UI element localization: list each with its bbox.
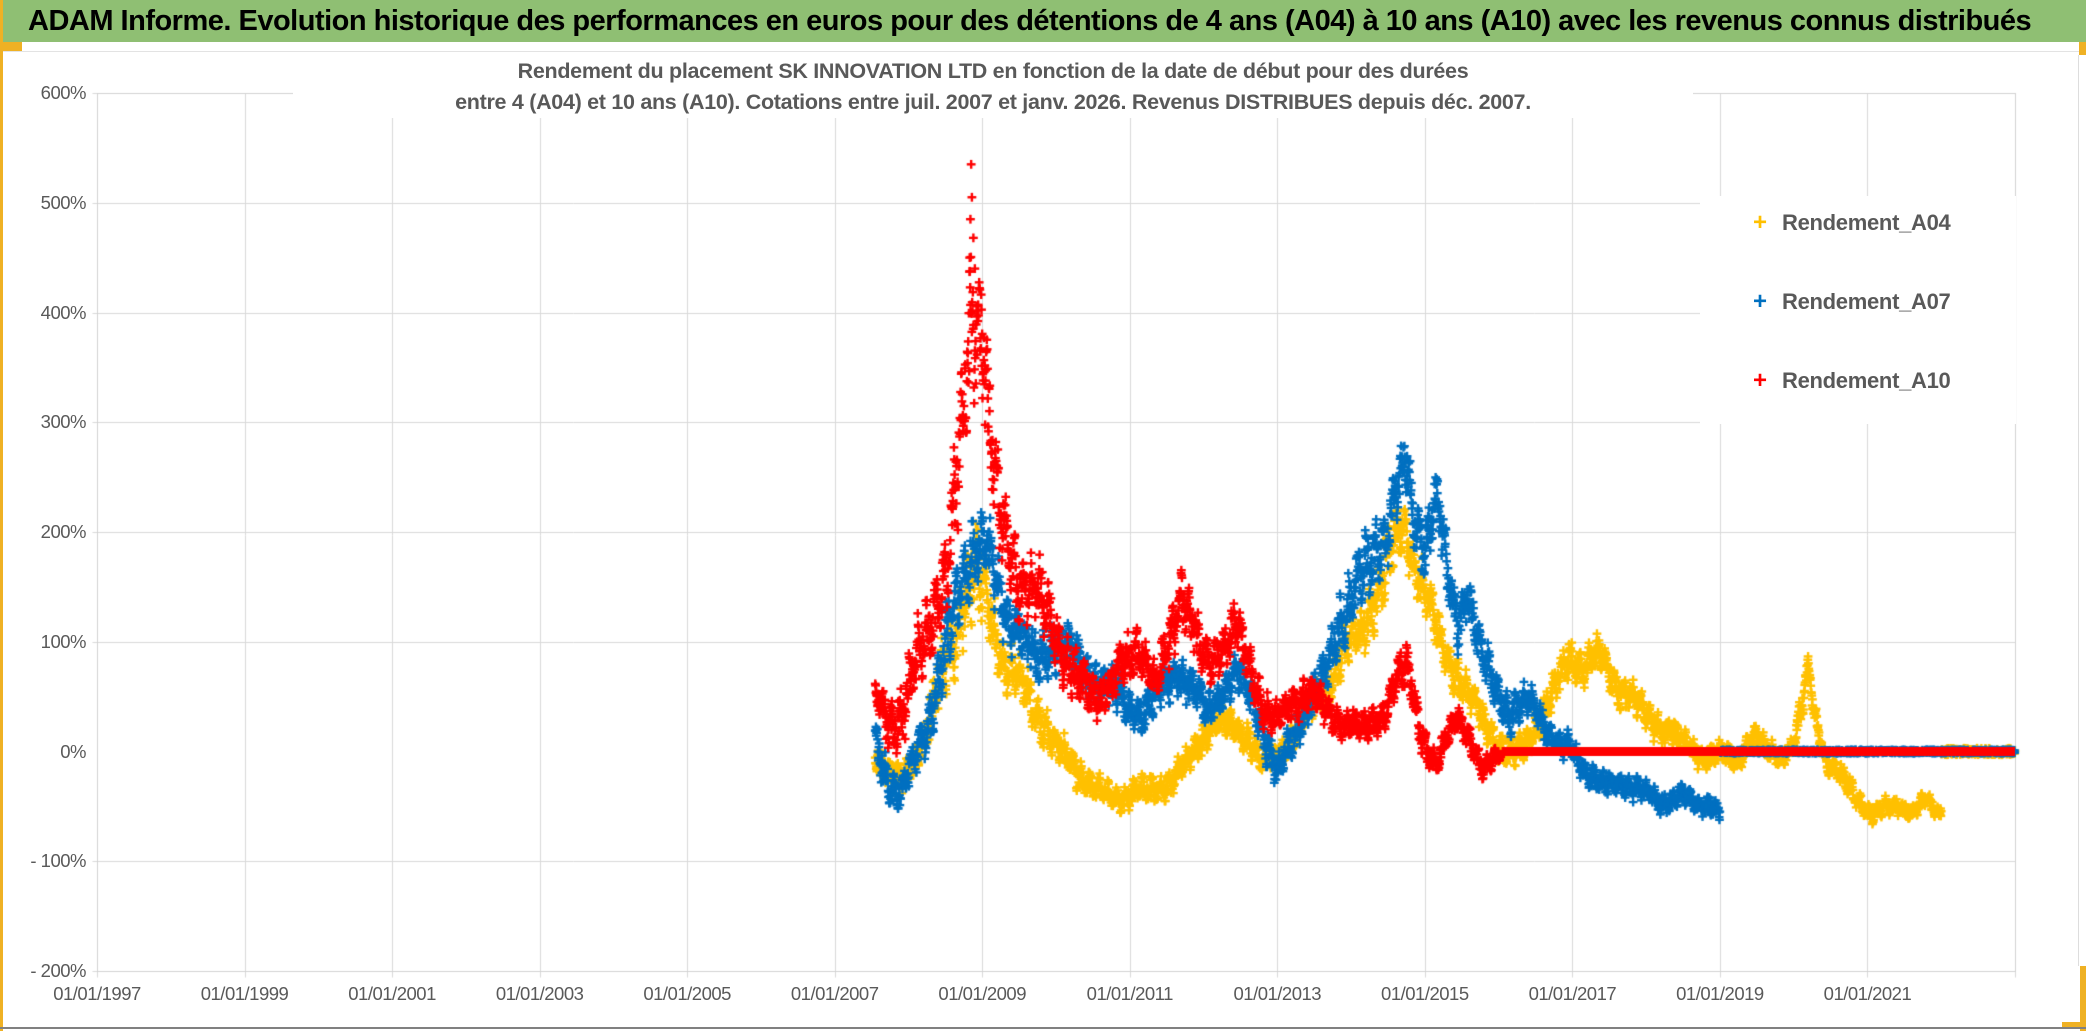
y-tick-label: 200% [40, 521, 87, 542]
legend-label: Rendement_A04 [1782, 209, 1951, 235]
x-tick-label: 01/01/2021 [1823, 983, 1912, 1004]
plus-marker-icon: + [1752, 287, 1767, 315]
top-right-accent [2079, 42, 2086, 55]
x-tick-label: 01/01/2015 [1381, 983, 1469, 1004]
x-tick-label: 01/01/2005 [643, 983, 731, 1004]
page-title: ADAM Informe. Evolution historique des p… [28, 4, 2032, 37]
chart-title-line2: entre 4 (A04) et 10 ans (A10). Cotations… [455, 90, 1531, 114]
left-border-accent [0, 0, 3, 1031]
x-tick-label: 01/01/2009 [938, 983, 1027, 1004]
x-tick-label: 01/01/2003 [495, 983, 584, 1004]
x-tick-label: 01/01/2017 [1528, 983, 1617, 1004]
bottom-rule [0, 1027, 2086, 1029]
x-tick-label: 01/01/2019 [1676, 983, 1764, 1004]
x-tick-label: 01/01/2007 [790, 983, 879, 1004]
legend-item-rendement_a04[interactable]: + Rendement_A04 [1700, 196, 2016, 249]
y-tick-label: 300% [40, 411, 87, 433]
x-tick-label: 01/01/1999 [200, 983, 289, 1004]
top-left-accent [0, 42, 22, 51]
chart-title: Rendement du placement SK INNOVATION LTD… [293, 56, 1693, 118]
y-tick-label: - 100% [30, 850, 86, 872]
bottom-right-accent-bar [2080, 966, 2086, 1031]
y-tick-label: 500% [40, 191, 87, 213]
y-tick-label: 600% [40, 82, 87, 103]
chart-title-line1: Rendement du placement SK INNOVATION LTD… [517, 59, 1469, 83]
x-tick-label: 01/01/2011 [1086, 983, 1174, 1004]
legend-item-rendement_a07[interactable]: + Rendement_A07 [1700, 275, 2016, 328]
y-tick-label: 400% [40, 301, 87, 323]
y-tick-label: 0% [60, 740, 86, 762]
plus-marker-icon: + [1752, 208, 1767, 236]
chart-legend: + Rendement_A04 + Rendement_A07 + Rendement_A… [1700, 196, 2016, 424]
legend-label: Rendement_A10 [1782, 367, 1951, 393]
x-tick-label: 01/01/2013 [1233, 983, 1322, 1004]
x-tick-label: 01/01/2001 [348, 983, 436, 1004]
y-tick-label: - 200% [30, 960, 86, 981]
x-tick-label: 01/01/1997 [53, 983, 141, 1004]
right-border-rule [2078, 55, 2079, 966]
legend-label: Rendement_A07 [1782, 288, 1951, 314]
legend-item-rendement_a10[interactable]: + Rendement_A10 [1700, 354, 2016, 407]
bottom-right-accent-foot [2062, 1022, 2086, 1029]
plus-marker-icon: + [1752, 366, 1767, 394]
y-tick-label: 100% [40, 630, 87, 652]
under-header-rule [0, 51, 2086, 52]
header-bar: ADAM Informe. Evolution historique des p… [0, 0, 2086, 42]
